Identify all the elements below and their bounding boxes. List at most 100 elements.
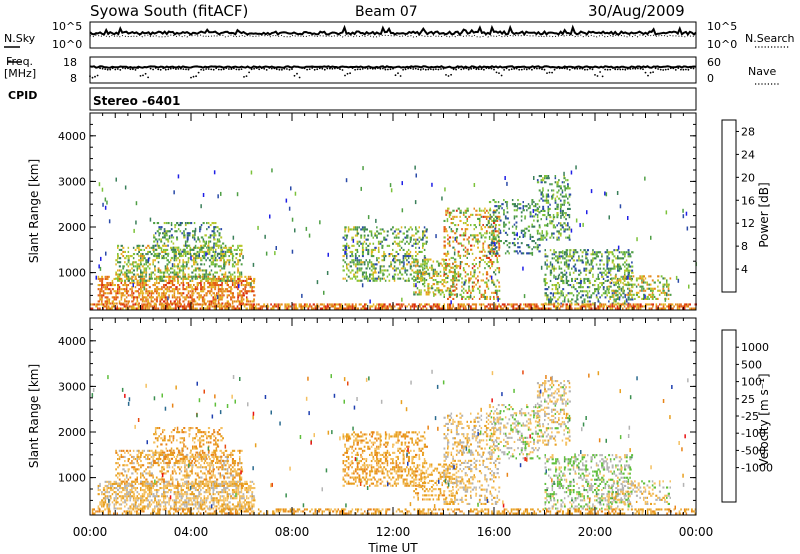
scatter-cell	[415, 283, 417, 288]
scatter-cell	[219, 290, 222, 293]
scatter-cell	[515, 225, 518, 228]
scatter-cell	[555, 300, 558, 303]
nave-point	[253, 67, 256, 70]
scatter-cell	[113, 303, 115, 306]
scatter-cell	[401, 305, 403, 308]
scatter-cell	[553, 267, 555, 270]
scatter-cell	[113, 305, 116, 308]
scatter-cell	[347, 244, 350, 247]
scatter-cell	[184, 224, 187, 227]
scatter-cell	[402, 248, 405, 251]
scatter-cell	[452, 289, 455, 292]
scatter-cell	[206, 305, 209, 308]
scatter-cell	[118, 261, 122, 264]
scatter-cell	[219, 296, 222, 299]
scatter-cell	[360, 259, 362, 262]
scatter-cell	[504, 240, 508, 243]
scatter-cell	[108, 284, 110, 287]
scatter-cell	[592, 267, 594, 270]
scatter-cell	[199, 248, 202, 251]
nave-point	[523, 68, 526, 70]
scatter-cell	[488, 231, 491, 234]
scatter-cell	[109, 480, 112, 483]
scatter-cell	[383, 253, 386, 256]
scatter-cell	[503, 221, 505, 224]
scatter-cell	[363, 228, 366, 231]
scatter-cell	[217, 298, 220, 301]
scatter-cell	[627, 216, 629, 220]
scatter-cell	[177, 252, 180, 255]
scatter-cell	[170, 290, 172, 293]
scatter-cell	[109, 487, 113, 490]
scatter-cell	[134, 499, 137, 502]
scatter-cell	[487, 287, 490, 290]
scatter-cell	[235, 279, 237, 282]
scatter-cell	[170, 300, 172, 303]
scatter-cell	[210, 257, 214, 260]
scatter-cell	[170, 302, 172, 305]
scatter-cell	[664, 283, 666, 286]
ytick-label: 3000	[58, 175, 86, 188]
scatter-cell	[588, 296, 591, 299]
scatter-cell	[556, 238, 558, 241]
scatter-cell	[198, 292, 200, 295]
scatter-cell	[184, 250, 187, 253]
scatter-cell	[420, 272, 422, 275]
scatter-cell	[562, 255, 564, 258]
scatter-cell	[164, 292, 167, 295]
scatter-cell	[549, 261, 552, 264]
scatter-cell	[471, 285, 474, 288]
nave-point	[205, 68, 208, 70]
nave-point	[609, 68, 612, 71]
scatter-cell	[629, 255, 632, 258]
scatter-cell	[599, 296, 601, 299]
scatter-cell	[551, 197, 553, 200]
scatter-cell	[125, 497, 128, 500]
scatter-cell	[506, 244, 509, 247]
scatter-cell	[441, 279, 444, 282]
scatter-cell	[132, 307, 135, 310]
scatter-cell	[471, 238, 474, 241]
scatter-cell	[439, 293, 442, 296]
scatter-cell	[173, 269, 176, 272]
scatter-cell	[131, 482, 133, 485]
scatter-cell	[599, 259, 602, 262]
scatter-cell	[579, 290, 582, 293]
scatter-cell	[157, 267, 160, 270]
scatter-cell	[141, 282, 145, 285]
scatter-cell	[618, 286, 621, 289]
scatter-cell	[174, 305, 177, 308]
scatter-cell	[242, 279, 244, 282]
scatter-cell	[606, 249, 609, 252]
scatter-cell	[157, 292, 161, 295]
scatter-cell	[203, 253, 206, 256]
scatter-cell	[230, 253, 233, 256]
scatter-cell	[524, 215, 527, 218]
scatter-cell	[144, 305, 148, 308]
scatter-cell	[542, 187, 544, 190]
nave-point	[685, 68, 687, 71]
scatter-cell	[182, 263, 184, 266]
scatter-cell	[252, 305, 255, 308]
scatter-cell	[370, 277, 374, 280]
scatter-cell	[485, 232, 488, 235]
scatter-cell	[623, 277, 626, 280]
scatter-cell	[559, 187, 562, 190]
scatter-cell	[549, 216, 552, 219]
scatter-cell	[228, 271, 231, 274]
scatter-cell	[194, 259, 197, 262]
scatter-cell	[134, 303, 136, 306]
scatter-cell	[166, 275, 169, 278]
scatter-cell	[138, 259, 140, 262]
scatter-cell	[485, 277, 488, 280]
scatter-cell	[563, 230, 566, 233]
scatter-cell	[694, 307, 696, 310]
scatter-cell	[213, 236, 215, 239]
scatter-cell	[174, 226, 176, 229]
scatter-cell	[406, 255, 408, 258]
nave-point	[669, 67, 672, 70]
scatter-cell	[471, 252, 474, 255]
scatter-cell	[484, 226, 486, 229]
nave-point	[614, 68, 617, 71]
scatter-cell	[651, 297, 654, 300]
